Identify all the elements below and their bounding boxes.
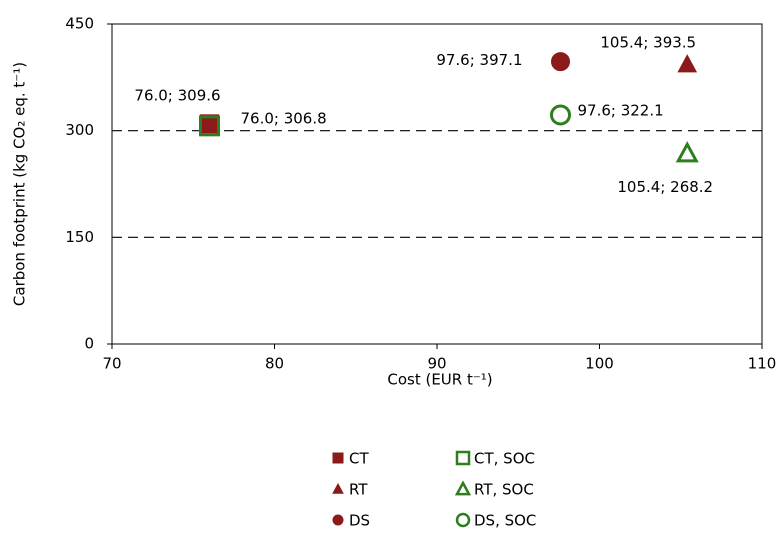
- y-tick-label: 0: [84, 335, 94, 353]
- legend-label: DS: [349, 512, 370, 530]
- legend-marker: [454, 480, 472, 496]
- x-axis-label: Cost (EUR t⁻¹): [387, 371, 492, 389]
- marker: [675, 141, 699, 163]
- y-axis-label: Carbon footprint (kg CO₂ eq. t⁻¹): [11, 62, 29, 306]
- x-tick-label: 70: [102, 355, 121, 373]
- y-tick-label: 300: [65, 121, 94, 139]
- marker: [550, 104, 571, 126]
- legend-label: RT, SOC: [474, 481, 534, 499]
- legend-marker: [332, 452, 344, 464]
- legend-label: CT, SOC: [474, 450, 535, 468]
- data-label: 97.6; 322.1: [578, 101, 664, 119]
- legend-marker: [332, 482, 344, 494]
- x-tick-label: 80: [265, 355, 284, 373]
- data-label: 97.6; 397.1: [436, 51, 522, 69]
- legend-marker: [332, 514, 344, 526]
- legend-marker: [455, 450, 471, 466]
- marker: [199, 115, 220, 137]
- data-label: 76.0; 306.8: [241, 109, 327, 127]
- legend-label: DS, SOC: [474, 512, 536, 530]
- data-label: 105.4; 268.2: [617, 178, 713, 196]
- legend-label: RT: [349, 481, 368, 499]
- x-tick-label: 100: [585, 355, 614, 373]
- marker: [677, 54, 698, 73]
- legend-label: CT: [349, 450, 369, 468]
- marker: [551, 52, 570, 72]
- x-tick-label: 110: [748, 355, 777, 373]
- x-tick-label: 90: [427, 355, 446, 373]
- data-label: 76.0; 309.6: [134, 86, 220, 104]
- y-tick-label: 150: [65, 228, 94, 246]
- legend-marker: [455, 512, 471, 528]
- data-label: 105.4; 393.5: [600, 34, 696, 52]
- y-tick-label: 450: [65, 15, 94, 33]
